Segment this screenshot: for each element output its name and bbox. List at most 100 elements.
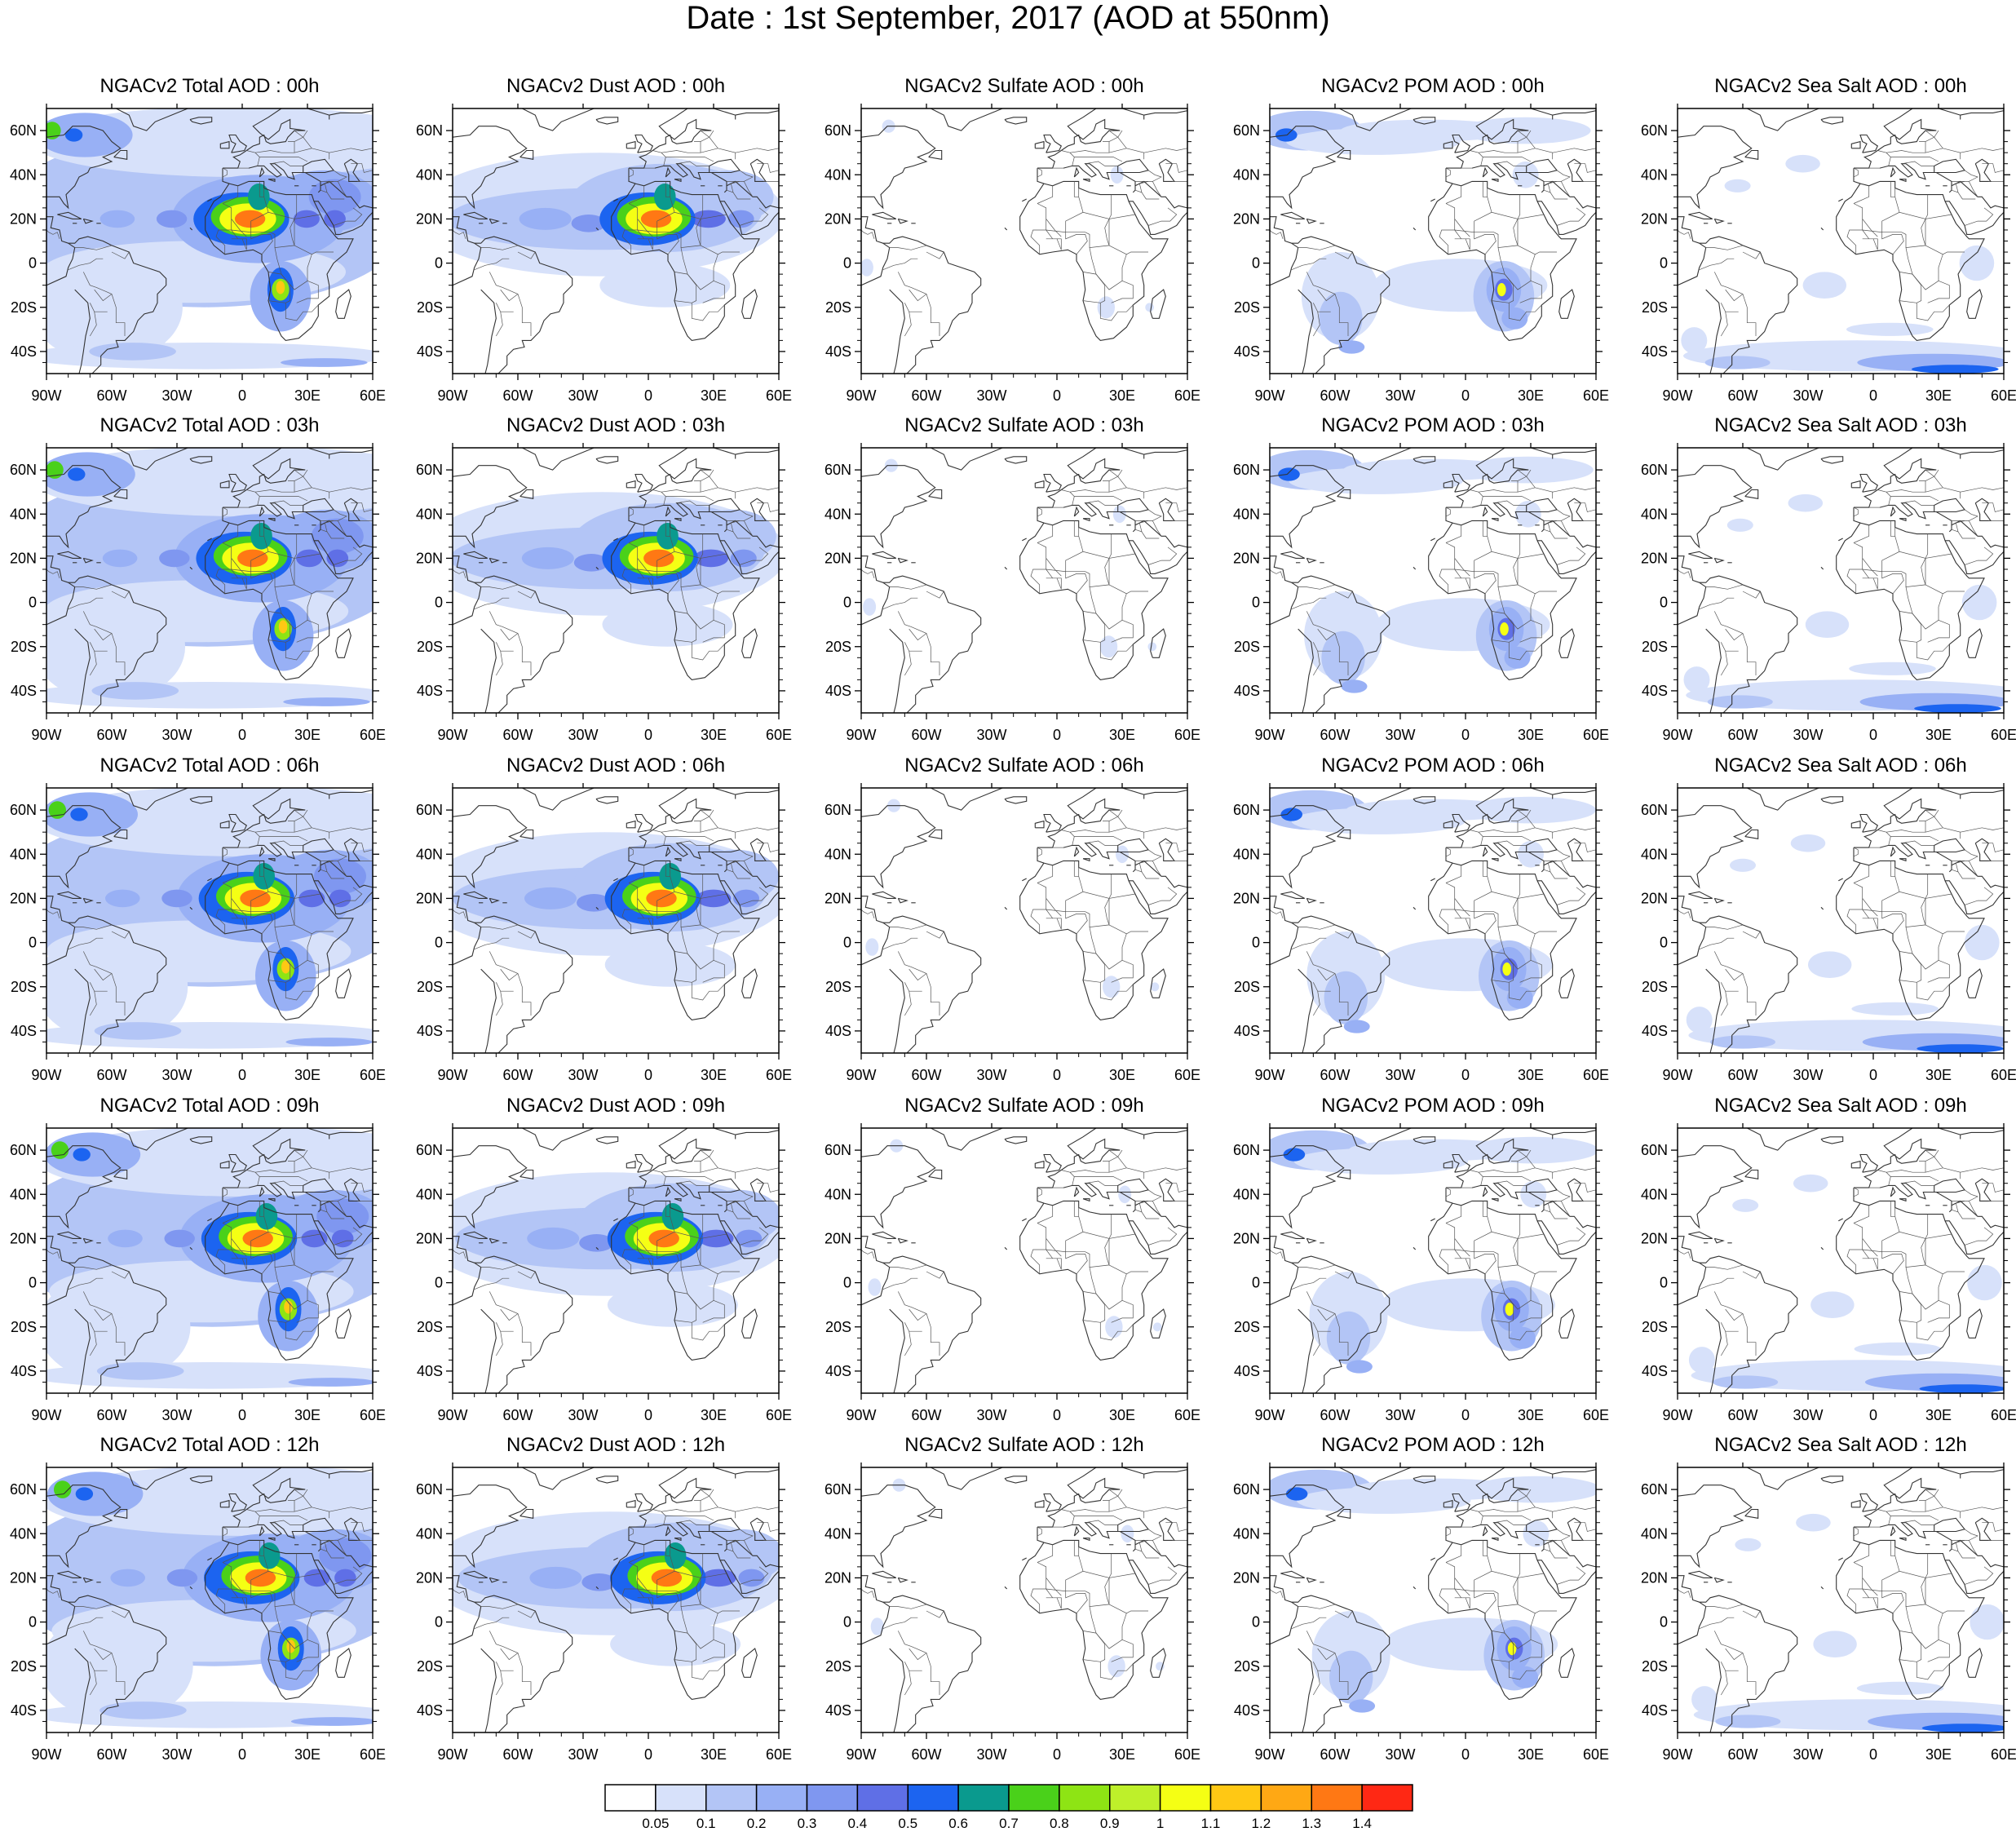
country-border: [1519, 1639, 1542, 1662]
coastline: [46, 126, 122, 210]
aod-plume: [733, 889, 759, 908]
country-border: [246, 1509, 260, 1525]
aod-plume: [1688, 1347, 1715, 1374]
y-tick-label: 40N: [1233, 166, 1260, 183]
y-tick-label: 40N: [825, 166, 851, 183]
coastline: [1552, 1469, 1596, 1475]
country-border: [231, 898, 247, 917]
coastline: [654, 163, 727, 193]
country-border: [665, 181, 670, 197]
coastline: [1430, 198, 1435, 202]
aod-plume: [1970, 1604, 2004, 1640]
x-tick-label: 0: [1461, 1746, 1470, 1763]
aod-plume: [281, 358, 368, 367]
country-border: [1742, 931, 1761, 939]
country-border: [1508, 1662, 1542, 1680]
country-border: [696, 1573, 727, 1605]
aod-plume: [331, 1229, 354, 1248]
country-border: [1862, 1588, 1878, 1609]
y-tick-label: 0: [843, 595, 851, 611]
coastline: [1471, 1183, 1545, 1213]
x-tick-label: 30E: [1109, 1067, 1135, 1083]
country-border: [320, 189, 345, 200]
country-border: [111, 591, 130, 599]
x-tick-label: 90W: [846, 1746, 876, 1763]
coastline: [248, 163, 321, 193]
country-border: [1046, 898, 1062, 917]
y-tick-label: 0: [843, 1275, 851, 1291]
country-border: [1560, 181, 1571, 197]
coastline: [665, 506, 671, 517]
y-tick-label: 40N: [1233, 846, 1260, 862]
aod-plume: [1735, 1538, 1762, 1551]
country-border: [222, 1187, 228, 1197]
x-tick-label: 60W: [1727, 1746, 1757, 1763]
country-border: [926, 1271, 944, 1279]
country-border: [89, 1322, 97, 1356]
country-border: [1298, 1264, 1336, 1270]
coastline: [1850, 1160, 1861, 1169]
coastline: [861, 922, 891, 966]
country-border: [294, 1604, 334, 1614]
x-tick-label: 90W: [1254, 387, 1284, 404]
country-border: [1544, 170, 1571, 182]
map-panel-dust-2: 90W 60W 30W 0 30E 60E 60N 40N 20N 0 20S 40S NGACv2 D…: [406, 754, 798, 1094]
aod-field: [861, 1128, 1187, 1393]
coastline: [898, 448, 1003, 471]
y-tick-label: 20S: [1642, 639, 1668, 655]
coastline: [1452, 1153, 1470, 1173]
panel-title: NGACv2 POM AOD : 09h: [1321, 1095, 1545, 1117]
country-border: [691, 303, 725, 321]
coastline: [113, 1169, 128, 1179]
country-border: [1543, 1548, 1568, 1559]
country-border: [1470, 1509, 1483, 1525]
x-tick-label: 30W: [1793, 1746, 1823, 1763]
country-border: [324, 861, 334, 872]
aod-plume: [1097, 296, 1115, 319]
country-border: [1483, 1516, 1532, 1521]
country-border: [1074, 496, 1123, 502]
panel-title: NGACv2 Dust AOD : 06h: [506, 754, 726, 777]
coastline: [1413, 1476, 1436, 1484]
y-tick-label: 40S: [825, 1023, 851, 1039]
coastline: [665, 166, 671, 178]
country-border: [1547, 181, 1558, 192]
coastline: [219, 820, 230, 829]
country-border: [1108, 1489, 1119, 1501]
country-border: [1925, 194, 1929, 219]
country-border: [1964, 207, 1994, 226]
country-border: [1988, 1540, 2004, 1557]
coastline: [1482, 1186, 1488, 1197]
aod-plume: [1504, 646, 1531, 669]
coastline: [1446, 1467, 1554, 1528]
country-border: [1853, 847, 1859, 857]
country-border: [1104, 214, 1136, 246]
country-border: [1877, 489, 1891, 506]
country-border: [1474, 911, 1497, 935]
country-border: [1061, 150, 1075, 166]
coastline: [1820, 1246, 1824, 1250]
coastline: [343, 1517, 361, 1541]
country-border: [1581, 1540, 1596, 1557]
x-tick-label: 0: [1869, 1067, 1877, 1083]
country-border: [333, 207, 363, 226]
country-border: [1445, 1526, 1451, 1537]
country-border: [1955, 181, 1965, 192]
aod-plume: [296, 549, 323, 568]
coastline: [1004, 1136, 1028, 1144]
y-tick-label: 20N: [10, 210, 37, 227]
y-tick-label: 40S: [1234, 343, 1260, 360]
coastline: [674, 179, 682, 183]
aod-plume: [1796, 1513, 1831, 1532]
coastline: [219, 140, 230, 149]
country-border: [700, 245, 740, 255]
coastline: [1491, 1538, 1499, 1542]
aod-plume: [96, 1362, 184, 1380]
country-border: [495, 1322, 503, 1356]
coastline: [749, 1178, 767, 1201]
coastline: [1934, 1178, 1965, 1193]
country-border: [1890, 1516, 1939, 1521]
coastline: [595, 1586, 599, 1590]
